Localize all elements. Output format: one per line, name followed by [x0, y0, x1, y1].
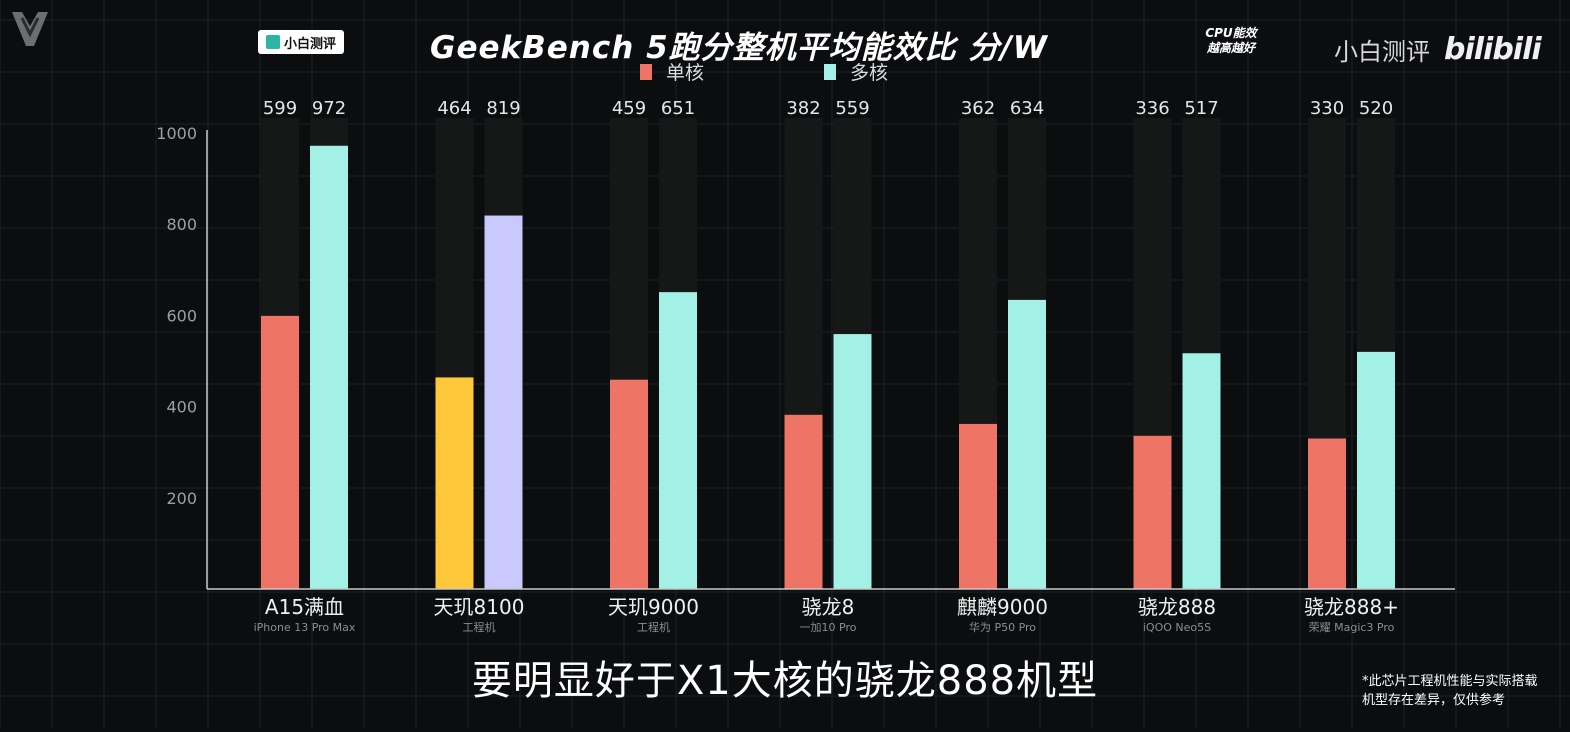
legend-swatch-multi — [824, 63, 837, 80]
legend-label-multi: 多核 — [850, 62, 889, 84]
y-axis-ticks: 200 400 600 800 1000 — [156, 124, 197, 508]
tick-label-x: 骁龙888+ — [1304, 595, 1399, 619]
bar-single — [1308, 438, 1346, 589]
cpu-efficiency-note: CPU能效 越高越好 — [1196, 26, 1266, 56]
tick-label-x: 骁龙888 — [1138, 595, 1216, 619]
bar-multi — [484, 215, 523, 589]
bar-single — [610, 379, 648, 589]
axes — [206, 130, 1455, 590]
legend-swatch-single — [640, 63, 652, 80]
bar-multi — [1182, 353, 1221, 589]
bars — [261, 145, 1395, 589]
brand-mark-icon — [265, 35, 280, 49]
bar-single — [959, 423, 997, 589]
tick-label-x: 天玑9000 — [608, 595, 699, 619]
brand-badge: 小白测评 — [258, 30, 344, 54]
data-label: 382 — [786, 98, 820, 119]
data-label: 972 — [312, 98, 346, 119]
bar-multi — [310, 145, 348, 589]
category-sublabel: 工程机 — [637, 620, 670, 634]
chart-title: GeekBench 5跑分整机平均能效比 分/W — [430, 30, 1048, 66]
bar-single — [435, 377, 474, 589]
bar-multi — [659, 292, 697, 589]
data-label: 599 — [263, 98, 297, 119]
bar-tracks — [261, 118, 1395, 589]
bar-multi — [1357, 351, 1395, 589]
data-label: 517 — [1184, 98, 1218, 119]
tick-label-x: 麒麟9000 — [957, 595, 1048, 619]
disclaimer-line-1: *此芯片工程机性能与实际搭载 — [1362, 674, 1538, 689]
tick-label-x: 天玑8100 — [434, 595, 525, 619]
tick-label-y: 400 — [166, 398, 197, 417]
channel-name: 小白测评 — [1334, 38, 1430, 66]
data-label: 634 — [1010, 98, 1044, 119]
tick-label-y: 1000 — [156, 124, 197, 143]
bar-single — [784, 414, 823, 589]
data-label: 651 — [661, 98, 695, 119]
value-labels: 599 972 464 819 459 651 382 559 362 634 336 517 330 5… — [263, 98, 1393, 119]
data-label: 819 — [486, 98, 520, 119]
disclaimer-line-2: 机型存在差异，仅供参考 — [1362, 693, 1506, 708]
category-sublabel: iQOO Neo5S — [1143, 621, 1211, 634]
data-label: 520 — [1359, 98, 1393, 119]
data-label: 464 — [437, 98, 471, 119]
tick-label-x: A15满血 — [265, 595, 344, 619]
disclaimer: *此芯片工程机性能与实际搭载 机型存在差异，仅供参考 — [1362, 672, 1562, 710]
data-label: 362 — [961, 98, 995, 119]
corner-logo-icon — [8, 8, 52, 54]
legend-label-single: 单核 — [666, 62, 705, 84]
legend: 单核 多核 — [640, 58, 888, 85]
tick-label-x: 骁龙8 — [802, 595, 855, 619]
category-sublabel: 工程机 — [463, 620, 496, 634]
category-sublabel: 荣耀 Magic3 Pro — [1309, 621, 1395, 634]
channel-watermark: 小白测评 bilibili — [1334, 32, 1542, 67]
legend-item-multi: 多核 — [824, 58, 888, 85]
brand-badge-text: 小白测评 — [283, 36, 336, 52]
tick-label-y: 800 — [166, 215, 197, 234]
category-sublabel: 华为 P50 Pro — [969, 620, 1036, 634]
bar-multi — [833, 334, 872, 589]
data-label: 559 — [835, 98, 869, 119]
cpu-note-line-2: 越高越好 — [1206, 41, 1255, 55]
data-label: 336 — [1135, 98, 1169, 119]
tick-label-y: 200 — [166, 489, 197, 508]
bar-single — [1133, 435, 1172, 589]
cpu-note-line-1: CPU能效 — [1205, 26, 1257, 40]
data-label: 459 — [612, 98, 646, 119]
category-sublabel: iPhone 13 Pro Max — [254, 621, 356, 634]
bar-single — [261, 315, 299, 589]
video-subtitle: 要明显好于X1大核的骁龙888机型 — [471, 658, 1099, 704]
site-logo: bilibili — [1444, 32, 1542, 67]
bar-multi — [1008, 299, 1046, 589]
category-sublabel: 一加10 Pro — [800, 621, 857, 634]
tick-label-y: 600 — [166, 306, 197, 325]
legend-item-single: 单核 — [640, 58, 704, 85]
data-label: 330 — [1310, 98, 1344, 119]
